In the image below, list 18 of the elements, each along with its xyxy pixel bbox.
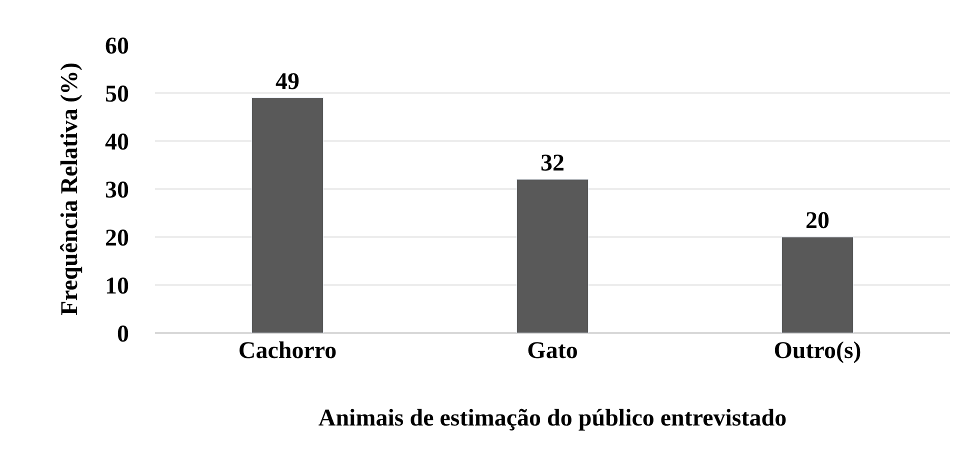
y-tick-label: 30 <box>105 177 129 204</box>
y-tick-label: 20 <box>105 225 129 252</box>
y-tick-label: 60 <box>105 33 129 60</box>
data-label: 32 <box>540 150 565 176</box>
y-tick-label: 50 <box>105 81 129 108</box>
y-axis-title: Frequência Relativa (%) <box>57 62 84 316</box>
x-tick-label: Outro(s) <box>774 338 862 364</box>
bar <box>781 236 854 333</box>
data-label: 20 <box>806 208 830 234</box>
bar <box>516 179 589 333</box>
y-tick-label: 0 <box>117 321 129 348</box>
y-tick-label: 10 <box>105 273 129 300</box>
x-tick-label: Cachorro <box>238 338 337 364</box>
data-label: 49 <box>276 68 300 95</box>
x-tick-label: Gato <box>527 338 578 364</box>
x-axis-title: Animais de estimação do público entrevistado <box>318 405 787 432</box>
bar <box>251 98 324 333</box>
y-tick-label: 40 <box>105 129 129 156</box>
